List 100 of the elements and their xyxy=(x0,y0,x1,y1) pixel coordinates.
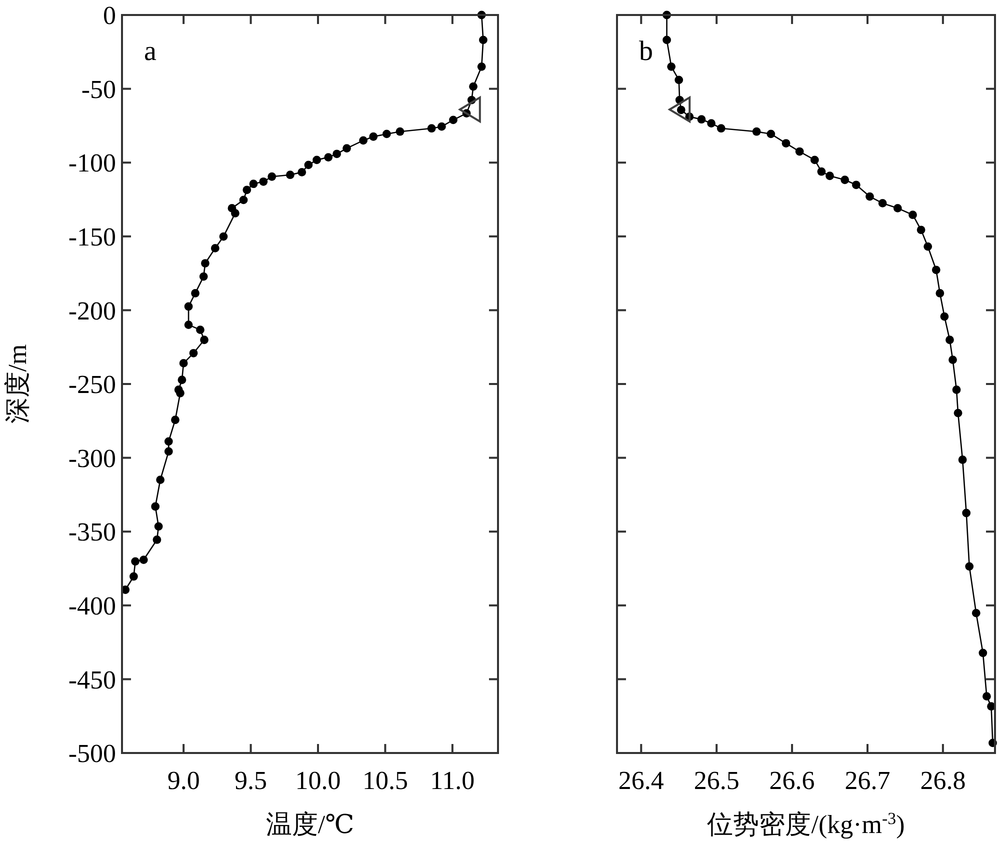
x-tick-label: 9.5 xyxy=(234,766,268,795)
point xyxy=(707,119,716,128)
point xyxy=(866,192,874,201)
point xyxy=(191,289,200,298)
point xyxy=(940,312,949,321)
y-tick-label: -450 xyxy=(68,665,116,694)
point xyxy=(924,242,932,251)
point xyxy=(782,139,790,148)
point xyxy=(396,127,404,136)
point xyxy=(810,156,819,164)
point xyxy=(954,408,962,418)
point xyxy=(219,232,228,241)
annotation: b xyxy=(639,36,653,67)
point xyxy=(437,122,446,131)
point xyxy=(840,176,850,184)
x-axis-title: 位势密度/(kg·m$^{-3}$) xyxy=(707,808,905,839)
point xyxy=(826,172,834,180)
point xyxy=(156,476,165,484)
point xyxy=(171,416,180,424)
annotation: a xyxy=(144,36,157,67)
point xyxy=(668,96,691,122)
point xyxy=(427,124,436,133)
point xyxy=(817,167,826,176)
point xyxy=(189,348,198,358)
point xyxy=(972,608,980,618)
point xyxy=(164,447,173,456)
y-axis-title: 深度/m xyxy=(3,344,32,424)
point xyxy=(766,130,776,138)
x-tick-label: 26.4 xyxy=(618,766,664,795)
point xyxy=(382,130,391,138)
point xyxy=(131,557,140,566)
y-tick-label: 0 xyxy=(103,1,116,30)
point xyxy=(958,456,967,464)
point xyxy=(249,180,258,188)
point xyxy=(152,536,162,544)
point xyxy=(852,180,860,190)
point xyxy=(199,272,208,281)
x-tick-label: 26.7 xyxy=(844,766,890,795)
y-tick-label: -150 xyxy=(68,222,116,252)
point xyxy=(946,336,954,344)
point xyxy=(196,326,204,334)
point xyxy=(154,522,163,531)
x-tick-label: 26.5 xyxy=(694,766,740,795)
x-tick-label: 9.0 xyxy=(167,766,200,795)
point xyxy=(752,127,761,136)
point xyxy=(178,376,186,384)
point xyxy=(978,648,988,658)
point xyxy=(242,186,252,194)
x-tick-label: 11.0 xyxy=(430,766,475,795)
point xyxy=(359,136,368,145)
point xyxy=(201,259,210,268)
point xyxy=(932,266,940,274)
point xyxy=(948,356,957,364)
point xyxy=(908,210,917,220)
point xyxy=(324,153,333,162)
y-tick-label: -100 xyxy=(68,148,116,178)
point xyxy=(962,508,971,518)
point xyxy=(259,177,268,186)
point xyxy=(479,36,488,44)
point xyxy=(239,196,248,204)
x-tick-label: 10.5 xyxy=(362,766,408,795)
point xyxy=(878,198,887,208)
point xyxy=(662,36,671,44)
point xyxy=(139,556,148,564)
y-tick-label: -400 xyxy=(68,592,116,620)
point xyxy=(449,116,458,124)
point xyxy=(129,572,138,581)
point xyxy=(952,386,961,394)
y-tick-label: -200 xyxy=(68,296,116,326)
y-tick-label: -50 xyxy=(81,74,116,104)
point xyxy=(674,76,684,84)
point xyxy=(184,320,193,330)
y-tick-label: -250 xyxy=(68,370,116,400)
point xyxy=(697,115,706,124)
point xyxy=(477,62,486,71)
y-tick-label: -300 xyxy=(68,444,116,473)
point xyxy=(286,170,294,180)
point xyxy=(342,144,351,152)
x-tick-label: 26.8 xyxy=(920,766,966,795)
point xyxy=(184,302,193,311)
point xyxy=(667,62,676,71)
point xyxy=(179,358,188,368)
point xyxy=(369,132,378,141)
y-tick-label: -350 xyxy=(68,518,116,547)
x-tick-label: 10.0 xyxy=(295,766,341,795)
point xyxy=(230,209,240,218)
x-axis-title: 温度/℃ xyxy=(266,810,354,839)
point xyxy=(893,204,902,212)
point xyxy=(164,437,173,446)
point xyxy=(312,156,321,164)
point xyxy=(458,96,481,122)
point xyxy=(795,147,804,156)
point xyxy=(716,124,726,133)
point xyxy=(965,562,974,571)
point xyxy=(936,289,944,298)
point xyxy=(268,172,276,181)
point xyxy=(200,336,208,344)
y-tick-label: -500 xyxy=(68,739,116,768)
point xyxy=(332,150,342,158)
point xyxy=(982,692,991,701)
